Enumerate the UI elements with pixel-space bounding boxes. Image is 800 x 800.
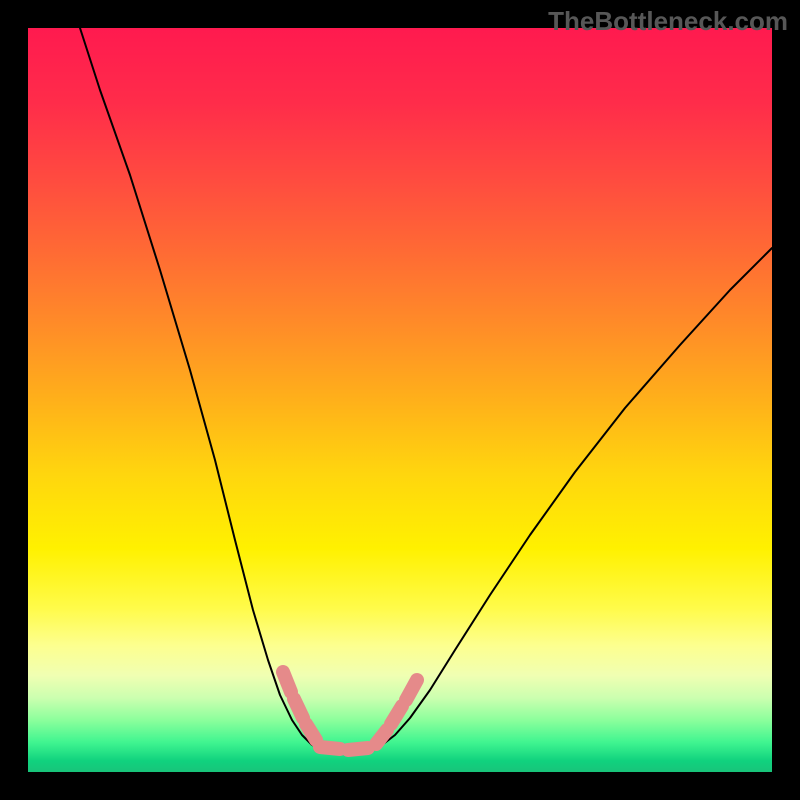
marker-dash bbox=[294, 699, 303, 718]
marker-dash bbox=[376, 730, 387, 744]
marker-dash bbox=[406, 680, 417, 700]
marker-dash bbox=[283, 672, 291, 692]
marker-dash bbox=[320, 747, 340, 749]
gradient-background bbox=[28, 28, 772, 772]
frame-border bbox=[772, 0, 800, 800]
bottleneck-chart bbox=[0, 0, 800, 800]
frame-border bbox=[0, 772, 800, 800]
marker-dash bbox=[348, 748, 368, 750]
frame-border bbox=[0, 0, 28, 800]
marker-dash bbox=[306, 724, 316, 740]
watermark-text: TheBottleneck.com bbox=[548, 6, 788, 37]
marker-dash bbox=[391, 706, 402, 724]
